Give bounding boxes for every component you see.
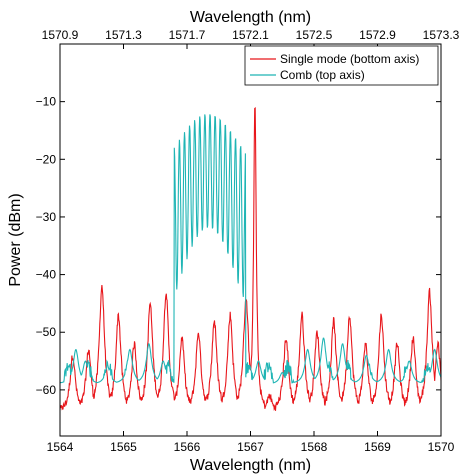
x-tick-label-bottom: 1567: [237, 440, 264, 454]
axes-layer: 1564 1565 1566 1567 1568 1569 1570 1570.9 1571.3…: [36, 28, 460, 454]
x-tick-label-bottom: 1569: [364, 440, 391, 454]
x-axis-title-top: Wavelength (nm): [190, 9, 311, 26]
x-tick-label-bottom: 1566: [174, 440, 201, 454]
x-tick-label-top: 1573.3: [423, 28, 460, 42]
x-tick-label-bottom: 1570: [428, 440, 455, 454]
x-tick-label-top: 1571.3: [105, 28, 142, 42]
x-tick-label-top: 1572.1: [232, 28, 269, 42]
x-tick-label-top: 1570.9: [42, 28, 79, 42]
y-tick-label: −10: [36, 95, 57, 109]
x-tick-label-top: 1571.7: [169, 28, 206, 42]
plot-background: [60, 44, 441, 436]
y-tick-label: −20: [36, 152, 57, 166]
y-tick-label: −30: [36, 210, 57, 224]
legend-label-single-mode: Single mode (bottom axis): [280, 52, 419, 66]
x-axis-title-bottom: Wavelength (nm): [190, 457, 311, 474]
legend-label-comb: Comb (top axis): [280, 68, 365, 82]
x-tick-label-top: 1572.9: [359, 28, 396, 42]
y-tick-label: −40: [36, 268, 57, 282]
series-line-comb: [60, 114, 441, 384]
x-tick-label-top: 1572.5: [296, 28, 333, 42]
y-tick-label: −50: [36, 325, 57, 339]
x-tick-label-bottom: 1568: [301, 440, 328, 454]
x-tick-label-bottom: 1564: [47, 440, 74, 454]
x-tick-label-bottom: 1565: [110, 440, 137, 454]
legend-box: [244, 45, 439, 86]
series-layer: [60, 106, 441, 411]
y-tick-label: −60: [36, 383, 57, 397]
y-axis-title: Power (dBm): [7, 193, 24, 286]
legend: Single mode (bottom axis) Comb (top axis…: [244, 45, 439, 86]
